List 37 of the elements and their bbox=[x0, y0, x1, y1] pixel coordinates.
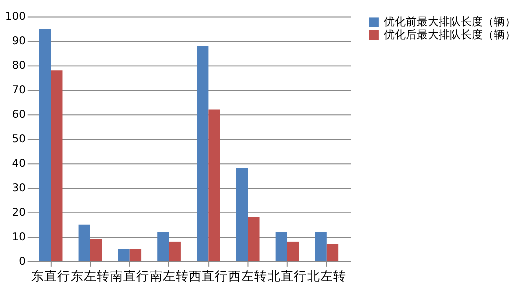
y-tick-label: 100 bbox=[5, 10, 26, 24]
y-tick-label: 70 bbox=[12, 84, 26, 97]
x-tick-label: 南左转 bbox=[150, 268, 189, 284]
x-tick-label: 南直行 bbox=[110, 268, 150, 284]
y-tick-label: 0 bbox=[19, 254, 26, 268]
bar bbox=[158, 232, 170, 262]
bar bbox=[78, 224, 90, 262]
bar bbox=[90, 240, 102, 262]
bar bbox=[169, 242, 181, 262]
y-tick-label: 20 bbox=[12, 206, 26, 220]
y-tick-label: 40 bbox=[12, 157, 26, 170]
bar bbox=[236, 168, 248, 262]
y-tick-label: 90 bbox=[12, 34, 26, 48]
y-tick-label: 80 bbox=[12, 59, 26, 72]
bar bbox=[276, 232, 288, 262]
bar bbox=[288, 242, 300, 262]
bar bbox=[197, 46, 209, 262]
bar bbox=[130, 249, 142, 262]
y-tick-label: 60 bbox=[12, 108, 26, 122]
bar bbox=[208, 110, 220, 262]
y-tick-label: 30 bbox=[12, 182, 26, 195]
x-tick-label: 西直行 bbox=[189, 268, 228, 284]
y-tick-label: 10 bbox=[12, 230, 26, 244]
legend-label: 优化前最大排队长度（辆） bbox=[384, 16, 516, 29]
y-tick-label: 50 bbox=[12, 132, 26, 146]
bar bbox=[248, 217, 260, 262]
x-tick-label: 东直行 bbox=[32, 268, 71, 284]
x-tick-label: 西左转 bbox=[228, 268, 268, 284]
x-tick-label: 北直行 bbox=[268, 268, 308, 284]
bar bbox=[315, 232, 327, 262]
bar bbox=[326, 244, 339, 262]
x-tick-label: 北左转 bbox=[307, 268, 346, 284]
bar bbox=[118, 249, 130, 262]
legend-label: 优化后最大排队长度（辆） bbox=[384, 28, 516, 42]
x-tick-label: 东左转 bbox=[70, 268, 110, 284]
bar bbox=[39, 28, 52, 262]
bar bbox=[51, 70, 63, 262]
